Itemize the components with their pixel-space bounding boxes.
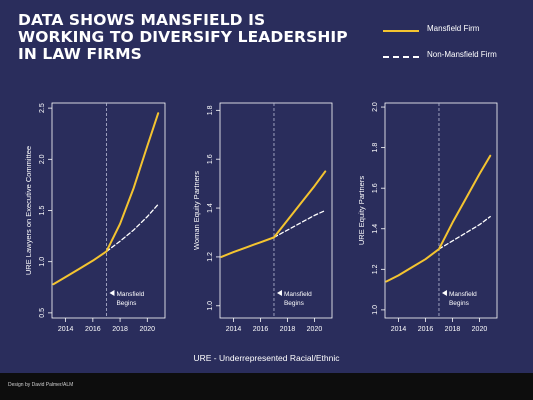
x-tick-label: 2020 [140,326,156,333]
chart-panel-1: Mansfield Begins 2014 2016 2018 2020 0.5 1.0 1.5… [24,102,166,333]
series-mansfield-line [220,170,327,258]
y-tick-label: 2.0 [39,154,46,164]
vline-label: Begins [284,300,305,307]
vline-label: Mansfield [449,291,477,298]
series-non-mansfield-line [438,215,491,250]
x-tick-label: 2014 [58,326,74,333]
y-tick-label: 1.2 [207,252,214,262]
chart-panel-2: Mansfield Begins 2014 2016 2018 2020 1.0 1.2 1.4… [192,102,333,333]
x-tick-label: 2014 [226,326,242,333]
legend-label: Mansfield Firm [427,24,480,33]
legend-swatch-dashed [383,56,419,58]
vline-label: Mansfield [116,291,144,298]
title-line: DATA SHOWS MANSFIELD IS [18,11,266,29]
y-axis-title: URE Equity Partners [357,176,366,245]
x-tick-label: 2016 [253,326,269,333]
chart-panel-3: Mansfield Begins 2014 2016 2018 2020 1.0 1.2 1.4… [357,102,498,333]
title-line: WORKING TO DIVERSIFY LEADERSHIP [18,28,348,46]
x-tick-label: 2018 [280,326,296,333]
y-tick-label: 1.8 [372,143,379,153]
legend-swatch-solid [383,30,419,32]
x-tick-label: 2016 [85,326,101,333]
vline-label: Begins [449,300,470,307]
vline-label: Begins [116,300,137,307]
x-tick-label: 2016 [418,326,434,333]
plot-frame [384,102,498,319]
y-tick-label: 1.6 [207,154,214,164]
y-tick-label: 1.5 [39,206,46,216]
design-credit: Design by David Palmer/ALM [8,382,74,388]
y-tick-label: 2.0 [372,102,379,112]
title-line: IN LAW FIRMS [18,45,142,63]
y-tick-label: 1.0 [207,301,214,311]
x-tick-label: 2018 [445,326,461,333]
x-tick-label: 2020 [307,326,323,333]
y-tick-label: 0.5 [39,308,46,318]
y-tick-label: 1.0 [372,305,379,315]
y-tick-label: 1.2 [372,264,379,274]
plot-frame [51,102,166,319]
y-tick-label: 1.4 [372,224,379,234]
y-tick-label: 1.8 [207,105,214,115]
series-non-mansfield-line [105,203,159,253]
footer-bar: Design by David Palmer/ALM [0,373,533,400]
y-tick-label: 2.5 [39,103,46,113]
y-tick-label: 1.0 [39,257,46,267]
marker-arrow-icon [109,290,115,296]
y-tick-label: 1.4 [207,203,214,213]
plot-frame [219,102,333,319]
page-title: DATA SHOWS MANSFIELD IS WORKING TO DIVER… [18,12,348,63]
legend-label: Non-Mansfield Firm [427,50,497,59]
series-mansfield-line [52,112,160,286]
series-mansfield-line [385,154,492,283]
series-non-mansfield-line [273,209,326,239]
x-tick-label: 2018 [112,326,128,333]
footnote: URE - Underrepresented Racial/Ethnic [193,353,340,363]
x-tick-label: 2020 [472,326,488,333]
x-tick-label: 2014 [391,326,407,333]
vline-label: Mansfield [284,291,312,298]
y-tick-label: 1.6 [372,183,379,193]
marker-arrow-icon [276,290,282,296]
y-axis-title: URE Lawyers on Executive Committee [24,146,33,275]
y-axis-title: Woman Equity Partners [192,171,201,250]
marker-arrow-icon [441,290,447,296]
